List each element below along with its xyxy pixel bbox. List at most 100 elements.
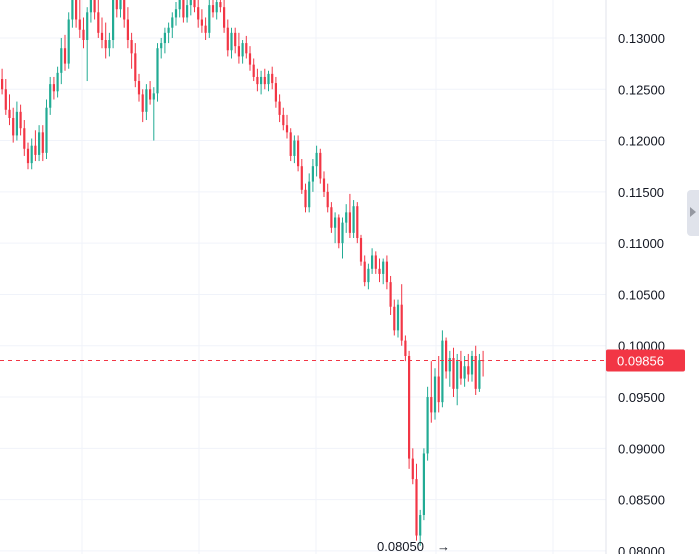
- candle-body: [63, 48, 67, 64]
- candle: [300, 159, 303, 194]
- candle-body: [134, 53, 137, 82]
- candle: [293, 135, 296, 164]
- candle: [452, 347, 455, 398]
- candle-body: [415, 479, 418, 536]
- candle: [389, 275, 392, 315]
- candle-body: [223, 7, 226, 28]
- chevron-right-icon: [690, 207, 696, 217]
- arrow-right-icon: →: [437, 539, 450, 554]
- candle: [211, 0, 215, 18]
- candle-body: [445, 340, 448, 372]
- candle: [119, 0, 122, 18]
- last-price-tag-background: [606, 349, 685, 372]
- y-tick-label: 0.08000: [618, 544, 665, 554]
- scroll-handle[interactable]: [687, 190, 699, 236]
- candle: [404, 335, 407, 362]
- candle: [456, 353, 459, 406]
- candle: [474, 345, 477, 395]
- candle-body: [204, 25, 207, 33]
- candle: [430, 361, 433, 423]
- candle: [4, 78, 7, 115]
- candle: [193, 0, 196, 13]
- candle-body: [171, 17, 174, 28]
- candle-body: [104, 40, 107, 49]
- candle: [237, 32, 240, 64]
- candle-body: [234, 32, 237, 47]
- candle-body: [174, 9, 178, 18]
- candle: [400, 284, 403, 346]
- candle: [60, 37, 63, 85]
- candle-body: [45, 107, 48, 153]
- candle-body: [452, 358, 455, 389]
- price-axis[interactable]: 0.13000 0.12500 0.12000 0.11500 0.11000 0.105…: [618, 31, 665, 559]
- candle: [208, 0, 211, 38]
- candle: [75, 0, 78, 28]
- candle-body: [304, 189, 307, 208]
- candle-body: [311, 166, 314, 182]
- candle: [304, 183, 307, 213]
- candle: [408, 350, 411, 469]
- candle: [112, 0, 115, 49]
- candle: [322, 171, 326, 197]
- candle-body: [34, 145, 37, 155]
- candle: [256, 68, 259, 92]
- candle-body: [71, 0, 74, 20]
- y-tick-label: 0.13000: [618, 31, 665, 46]
- candle: [186, 0, 189, 23]
- candle-body: [230, 32, 233, 51]
- candle: [104, 22, 107, 59]
- candle: [56, 66, 59, 98]
- candle-body: [197, 7, 200, 20]
- candle-body: [400, 304, 403, 341]
- candle: [219, 0, 222, 13]
- candle: [34, 130, 37, 162]
- candle: [334, 212, 337, 244]
- candle-body: [189, 0, 192, 6]
- candle: [230, 27, 233, 59]
- candle: [245, 35, 248, 59]
- candle: [19, 104, 22, 136]
- candle: [71, 0, 74, 28]
- candle: [374, 251, 377, 274]
- candle-body: [75, 0, 78, 20]
- candle: [315, 145, 318, 177]
- candle: [115, 0, 118, 18]
- candle: [171, 12, 174, 38]
- candle-body: [297, 140, 300, 167]
- candle-body: [89, 0, 92, 13]
- candle: [49, 76, 52, 115]
- candle: [278, 94, 281, 123]
- candle: [100, 17, 104, 49]
- candle: [189, 0, 192, 16]
- candle: [12, 107, 15, 143]
- candle-body: [178, 0, 181, 10]
- candle-body: [156, 48, 159, 94]
- candle-body: [260, 76, 263, 85]
- candle: [359, 234, 363, 266]
- candle: [271, 66, 274, 90]
- candle: [197, 0, 200, 28]
- candle: [467, 353, 470, 382]
- candle: [126, 7, 129, 49]
- candle-body: [448, 358, 451, 372]
- candle: [145, 84, 148, 121]
- candle: [289, 128, 292, 162]
- candle-body: [385, 261, 388, 283]
- candle-body: [78, 19, 81, 30]
- candle-body: [149, 89, 152, 100]
- candle: [67, 12, 70, 69]
- candle-body: [241, 43, 244, 57]
- candle: [89, 0, 92, 23]
- candle-body: [308, 181, 311, 208]
- candle: [308, 173, 311, 213]
- candle-body: [208, 5, 211, 33]
- candle: [326, 183, 329, 213]
- candle: [415, 463, 418, 541]
- candle-body: [274, 83, 277, 102]
- candle-body: [19, 111, 22, 129]
- candle-body: [252, 64, 255, 77]
- candle: [26, 142, 30, 170]
- min-price-label: 0.08050: [377, 539, 424, 554]
